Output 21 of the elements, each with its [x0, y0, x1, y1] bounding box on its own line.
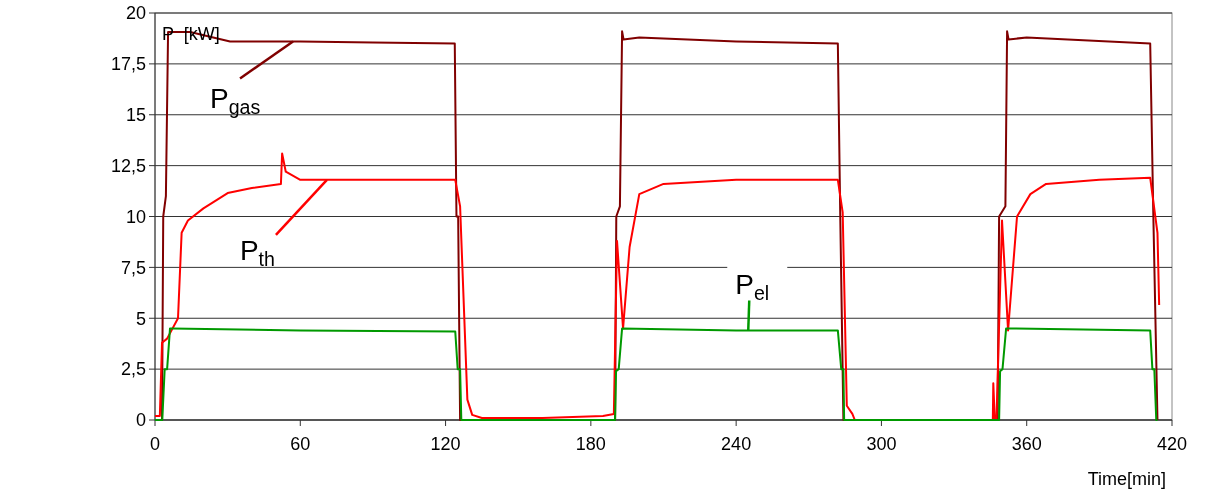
annotation: P$_{th}$: [239, 234, 275, 270]
y-tick-label: 5: [135, 308, 146, 329]
annotation: P$_{gas}$: [210, 83, 261, 119]
x-tick-label: 0: [149, 434, 161, 454]
x-tick-label: 60: [290, 434, 311, 454]
x-tick-label: 120: [430, 434, 461, 454]
y-tick-label: 10: [125, 206, 146, 227]
x-tick-label: 360: [1011, 434, 1042, 454]
x-axis-title: Time[min]: [1087, 469, 1166, 489]
x-tick-label: 420: [1156, 434, 1188, 454]
annotation: P$_{el}$: [735, 269, 770, 305]
y-tick-label: 20: [125, 3, 146, 24]
y-tick-label: 0: [135, 410, 146, 431]
x-tick-label: 180: [575, 434, 606, 454]
y-tick-label: 12,5: [110, 155, 146, 176]
x-tick-label: 300: [866, 434, 897, 454]
y-tick-label: 2,5: [120, 359, 146, 380]
y-tick-label: 17,5: [110, 54, 146, 75]
y-tick-label: 15: [125, 105, 146, 126]
y-tick-label: 7,5: [120, 257, 146, 278]
x-tick-label: 240: [721, 434, 752, 454]
